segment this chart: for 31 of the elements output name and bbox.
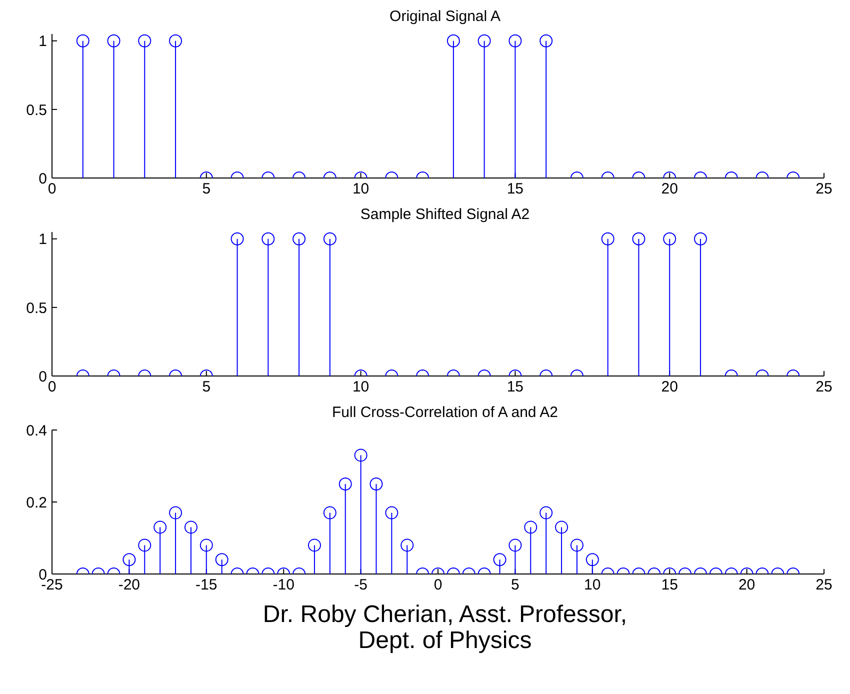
x-tick-label: 5 <box>202 378 211 396</box>
y-tick-label: 0.2 <box>26 494 47 512</box>
y-tick-label: 1 <box>38 33 47 50</box>
chart-title: Sample Shifted Signal A2 <box>359 206 531 225</box>
x-tick-label: -15 <box>196 576 218 594</box>
y-tick-label: 0.5 <box>26 300 47 317</box>
x-tick-label: 15 <box>506 378 524 396</box>
x-tick-label: 20 <box>661 378 678 396</box>
chart-title: Full Cross-Correlation of A and A2 <box>331 404 559 423</box>
y-tick-label: 0.5 <box>26 102 47 119</box>
x-tick-label: 10 <box>352 180 370 198</box>
x-tick-label: -10 <box>272 576 294 594</box>
x-tick-label: 15 <box>506 180 524 198</box>
x-tick-label: -20 <box>118 576 140 594</box>
x-tick-label: 10 <box>584 576 601 594</box>
x-tick-label: 20 <box>738 576 756 594</box>
x-tick-label: 20 <box>661 180 678 198</box>
x-tick-label: 15 <box>661 576 678 594</box>
x-tick-label: -5 <box>354 576 368 594</box>
y-tick-label: 1 <box>38 231 47 248</box>
text: Dept. of Physics <box>357 627 533 654</box>
x-tick-label: 25 <box>816 576 832 594</box>
x-tick-label: 0 <box>434 576 442 594</box>
y-tick-label: 0.4 <box>26 422 47 440</box>
x-tick-label: 25 <box>816 378 832 396</box>
chart-title: Original Signal A <box>388 8 502 27</box>
x-tick-label: 5 <box>202 180 211 198</box>
x-tick-label: 25 <box>816 180 832 198</box>
x-tick-label: 10 <box>352 378 370 396</box>
x-tick-label: 5 <box>511 576 520 594</box>
text: Dr. Roby Cherian, Asst. Professor, <box>262 601 628 628</box>
